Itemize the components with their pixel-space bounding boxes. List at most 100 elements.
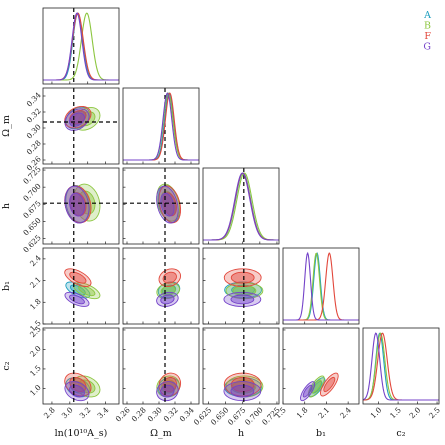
y-tick-label: 0.32	[25, 106, 43, 124]
marginal-G	[283, 251, 359, 321]
marginal-A	[203, 172, 279, 241]
y-tick-label: 2.0	[28, 344, 43, 359]
contour-F-95	[223, 268, 262, 287]
y-axis-label: h	[1, 203, 12, 209]
x-tick-label: 0.30	[146, 405, 164, 423]
x-tick-label: 0.700	[243, 405, 265, 427]
marginal-G	[363, 332, 439, 401]
x-tick-label: 1.0	[369, 405, 384, 420]
panel-frame	[42, 87, 120, 165]
legend-entry-F: F	[424, 31, 431, 42]
panel-3-0: 1.51.82.12.4	[28, 247, 120, 333]
contour-F-68	[69, 271, 87, 284]
contour-F-68	[230, 376, 255, 393]
contour-G-68	[302, 384, 313, 398]
y-tick-label: 0.675	[21, 199, 43, 221]
panel-frame	[42, 7, 120, 85]
legend-entry-A: A	[423, 10, 431, 21]
contour-F-95	[320, 372, 339, 397]
legend-entry-G: G	[423, 42, 431, 53]
panel-frame	[122, 247, 200, 325]
x-axis-label: ln(10¹⁰A_s)	[55, 428, 108, 439]
panel-frame	[282, 247, 360, 325]
y-tick-label: 0.625	[21, 233, 43, 255]
panel-3-1	[122, 247, 200, 325]
panel-frame	[202, 247, 280, 325]
contour-F-95	[64, 268, 92, 287]
contour-G-95	[223, 291, 262, 307]
x-tick-label: 3.0	[60, 405, 75, 420]
marginal-F	[123, 92, 199, 161]
x-axis-label: h	[238, 428, 244, 439]
contour-F-95	[223, 372, 262, 397]
y-tick-label: 0.28	[25, 138, 43, 156]
marginal-G	[43, 12, 119, 81]
y-tick-label: 1.8	[28, 297, 43, 312]
y-tick-label: 0.725	[21, 164, 43, 186]
marginal-A	[283, 252, 359, 321]
y-tick-label: 0.34	[25, 90, 43, 108]
y-tick-label: 1.0	[28, 383, 43, 398]
x-tick-label: 3.4	[96, 405, 111, 420]
x-axis-label: c₂	[396, 428, 405, 439]
y-axis-label: b₁	[1, 281, 12, 291]
panel-4-1: 0.260.280.300.320.34	[114, 327, 200, 424]
panel-4-3: 1.5 1.8 2.1 2.4	[273, 327, 360, 420]
contour-B-68	[78, 285, 96, 297]
panel-4-0: 2.8 3.0 3.2 3.41.01.52.02.5	[28, 324, 120, 420]
x-tick-label: 0.675	[226, 405, 248, 427]
x-tick-label: 0.28	[130, 405, 148, 423]
y-tick-label: 2.4	[28, 253, 43, 268]
contour-B-68	[310, 379, 322, 394]
x-tick-label: 2.0	[408, 405, 423, 420]
panel-3-3	[282, 247, 360, 325]
contour-F-68	[162, 271, 177, 284]
contour-G-68	[160, 294, 175, 305]
y-axis-label: c₂	[1, 361, 12, 370]
x-axis-label: b₁	[316, 428, 326, 439]
panel-frame	[282, 327, 360, 405]
panel-frame	[202, 327, 280, 405]
panel-frame	[42, 167, 120, 245]
x-tick-label: 0.26	[114, 405, 132, 423]
marginal-F	[203, 172, 279, 241]
panel-4-4: 1.0 1.5 2.0 2.5	[362, 327, 442, 420]
panel-frame	[42, 247, 120, 325]
y-tick-label: 1.5	[28, 363, 43, 378]
contour-G-68	[230, 294, 255, 305]
marginal-F	[363, 332, 439, 401]
panels-layer: 0.260.280.300.320.340.6250.6500.6750.700…	[1, 7, 442, 439]
x-tick-label: 1.5	[388, 405, 403, 420]
y-axis-label: Ω_m	[1, 115, 12, 137]
panel-1-0: 0.260.280.300.320.34	[25, 87, 120, 173]
x-tick-label: 0.625	[192, 405, 214, 427]
x-tick-label: 0.32	[162, 405, 180, 423]
y-tick-label: 2.1	[28, 275, 43, 290]
x-tick-label: 0.650	[209, 405, 231, 427]
panel-frame	[42, 327, 120, 405]
x-tick-label: 2.1	[316, 405, 331, 420]
contour-G-95	[300, 381, 316, 402]
x-axis-label: Ω_m	[150, 428, 172, 439]
y-tick-label: 0.700	[21, 181, 43, 203]
x-tick-label: 2.8	[42, 405, 57, 420]
panel-0-0	[42, 7, 120, 85]
marginal-G	[203, 172, 279, 241]
panel-frame	[122, 87, 200, 165]
marginal-B	[363, 332, 439, 401]
contour-F-68	[230, 271, 255, 284]
legend-entry-B: B	[424, 21, 431, 32]
marginal-B	[203, 172, 279, 241]
panel-1-1	[122, 87, 200, 165]
panel-frame	[122, 327, 200, 405]
x-tick-label: 1.8	[295, 405, 310, 420]
panel-3-2	[202, 247, 280, 325]
panel-frame	[202, 167, 280, 245]
contour-G-95	[64, 291, 90, 307]
panel-frame	[122, 167, 200, 245]
panel-2-2	[202, 167, 280, 245]
contour-G-68	[230, 384, 255, 398]
x-tick-label: 2.5	[427, 405, 442, 420]
